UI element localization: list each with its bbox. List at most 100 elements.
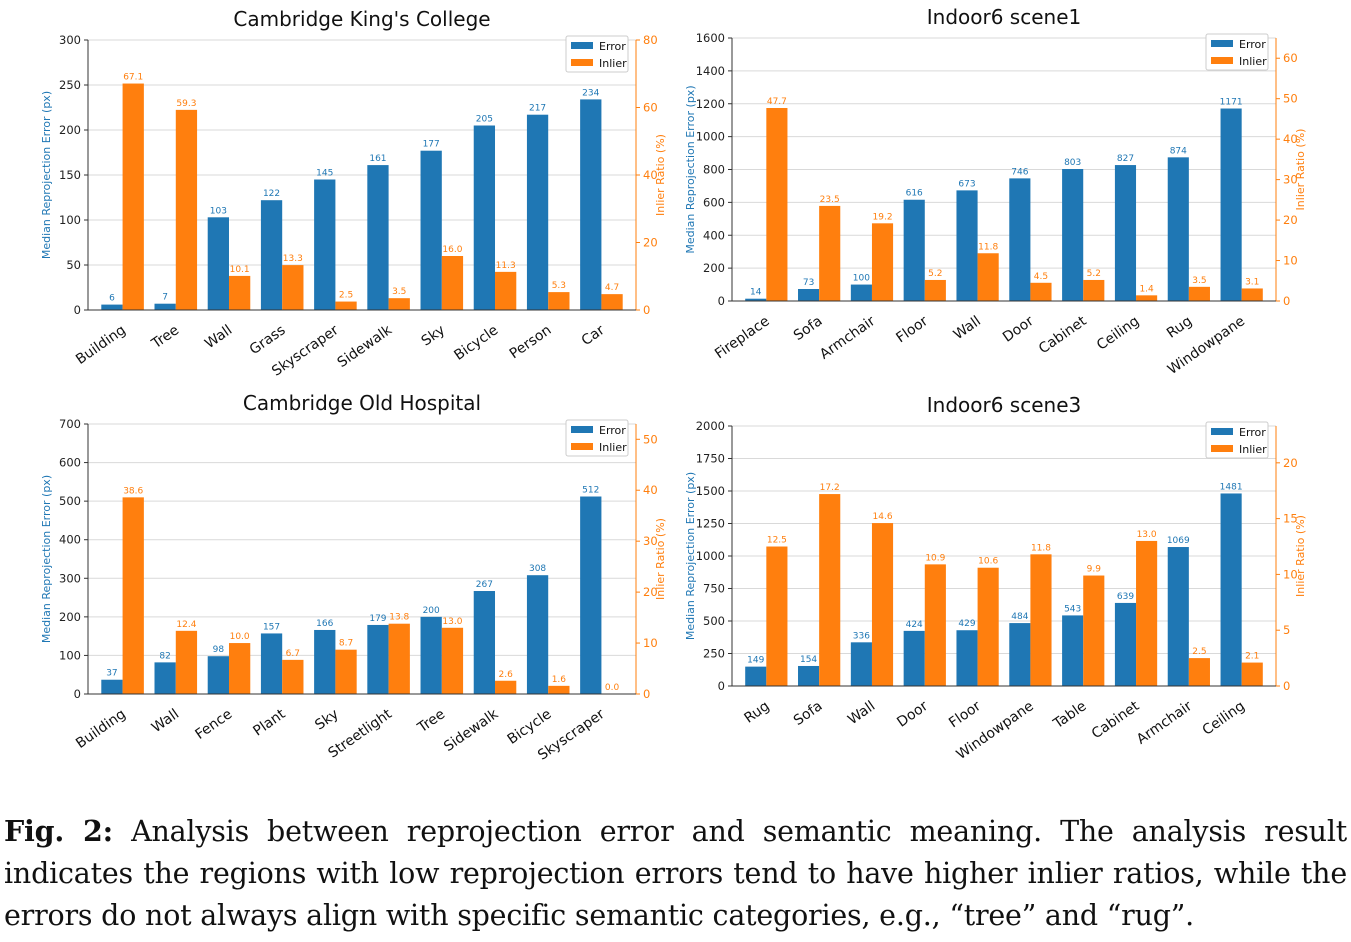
- error-bar: [956, 190, 978, 301]
- legend-label-inlier: Inlier: [599, 441, 627, 454]
- chart-title: Cambridge Old Hospital: [243, 391, 481, 415]
- error-value-label: 336: [853, 631, 870, 641]
- left-tick-label: 0: [718, 679, 725, 693]
- inlier-value-label: 8.7: [339, 639, 353, 649]
- category-label: Fireplace: [712, 313, 773, 362]
- error-value-label: 157: [263, 622, 280, 632]
- left-tick-label: 0: [74, 303, 81, 317]
- error-value-label: 639: [1117, 592, 1134, 602]
- error-bar: [1114, 602, 1137, 686]
- left-tick-label: 200: [703, 261, 725, 275]
- inlier-bar: [282, 265, 304, 310]
- left-tick-label: 250: [703, 647, 725, 661]
- inlier-bar: [1083, 575, 1105, 686]
- inlier-bar: [122, 497, 144, 694]
- error-value-label: 1069: [1167, 536, 1190, 546]
- category-label: Sidewalk: [441, 706, 502, 755]
- error-value-label: 179: [369, 614, 386, 624]
- inlier-bar: [977, 253, 999, 301]
- left-axis-label: Median Reprojection Error (px): [40, 91, 53, 259]
- right-tick-label: 10: [643, 636, 658, 650]
- right-tick-label: 10: [1283, 567, 1298, 581]
- error-value-label: 103: [210, 206, 227, 216]
- right-tick-label: 5: [1283, 623, 1290, 637]
- legend-label-error: Error: [1239, 38, 1266, 51]
- inlier-bar: [228, 275, 251, 310]
- left-tick-label: 500: [703, 614, 725, 628]
- category-label: Ceiling: [1200, 698, 1248, 739]
- right-tick-label: 40: [1283, 132, 1298, 146]
- error-bar: [1009, 623, 1031, 686]
- category-label: Rug: [741, 698, 772, 727]
- left-tick-label: 200: [59, 123, 81, 137]
- right-tick-label: 60: [1283, 51, 1298, 65]
- category-label: Rug: [1164, 313, 1195, 342]
- inlier-value-label: 47.7: [767, 97, 787, 107]
- inlier-bar: [228, 643, 251, 694]
- caption-text: Analysis between reprojection error and …: [4, 815, 1347, 932]
- inlier-value-label: 12.5: [767, 536, 787, 546]
- error-value-label: 746: [1011, 167, 1028, 177]
- category-label: Sofa: [791, 313, 826, 344]
- left-tick-label: 750: [703, 582, 725, 596]
- inlier-value-label: 13.3: [283, 254, 303, 264]
- category-label: Floor: [946, 698, 984, 731]
- inlier-bar: [1188, 658, 1210, 686]
- error-value-label: 82: [159, 651, 170, 661]
- chart-title: Indoor6 scene1: [927, 5, 1081, 29]
- right-tick-label: 20: [1283, 213, 1298, 227]
- inlier-value-label: 12.4: [176, 620, 196, 630]
- error-bar: [154, 303, 176, 310]
- inlier-bar: [175, 630, 198, 694]
- left-tick-label: 300: [59, 33, 81, 47]
- error-value-label: 512: [582, 486, 599, 496]
- inlier-value-label: 4.7: [605, 283, 619, 293]
- error-bar: [207, 217, 229, 310]
- right-tick-label: 60: [643, 101, 658, 115]
- error-value-label: 308: [529, 564, 546, 574]
- right-tick-label: 40: [643, 168, 658, 182]
- error-bar: [1114, 165, 1137, 301]
- caption-label: Fig. 2:: [4, 814, 113, 848]
- error-bar: [101, 679, 123, 694]
- left-tick-label: 300: [59, 571, 81, 585]
- left-axis-label: Median Reprojection Error (px): [684, 85, 697, 253]
- inlier-value-label: 10.6: [978, 557, 998, 567]
- error-value-label: 267: [476, 580, 493, 590]
- inlier-value-label: 9.9: [1087, 565, 1102, 575]
- left-tick-label: 200: [59, 610, 81, 624]
- inlier-bar: [335, 301, 357, 310]
- left-tick-label: 0: [74, 687, 81, 701]
- error-bar: [1220, 493, 1242, 686]
- category-label: Sky: [312, 706, 341, 733]
- error-bar: [580, 496, 602, 694]
- error-value-label: 177: [423, 140, 440, 150]
- inlier-bar: [819, 494, 841, 686]
- inlier-value-label: 6.7: [286, 649, 300, 659]
- error-value-label: 7: [162, 293, 168, 303]
- left-tick-label: 100: [59, 648, 81, 662]
- category-label: Person: [507, 322, 555, 362]
- category-label: Building: [73, 322, 129, 368]
- error-bar: [526, 575, 549, 694]
- inlier-value-label: 2.6: [498, 670, 513, 680]
- error-bar: [154, 662, 176, 694]
- legend-label-error: Error: [599, 424, 626, 437]
- inlier-value-label: 16.0: [442, 245, 462, 255]
- error-value-label: 37: [106, 669, 117, 679]
- error-value-label: 205: [476, 115, 493, 125]
- error-bar: [1167, 547, 1189, 686]
- error-bar: [314, 179, 336, 310]
- error-value-label: 874: [1170, 146, 1187, 156]
- left-tick-label: 1000: [696, 130, 725, 144]
- error-bar: [314, 629, 336, 694]
- category-label: Wall: [202, 322, 235, 352]
- error-bar: [207, 656, 229, 694]
- inlier-bar: [819, 205, 841, 301]
- error-bar: [1062, 169, 1084, 301]
- inlier-bar: [335, 649, 357, 694]
- inlier-bar: [601, 294, 623, 310]
- left-tick-label: 600: [703, 195, 725, 209]
- error-bar: [101, 304, 123, 310]
- right-tick-label: 0: [643, 303, 650, 317]
